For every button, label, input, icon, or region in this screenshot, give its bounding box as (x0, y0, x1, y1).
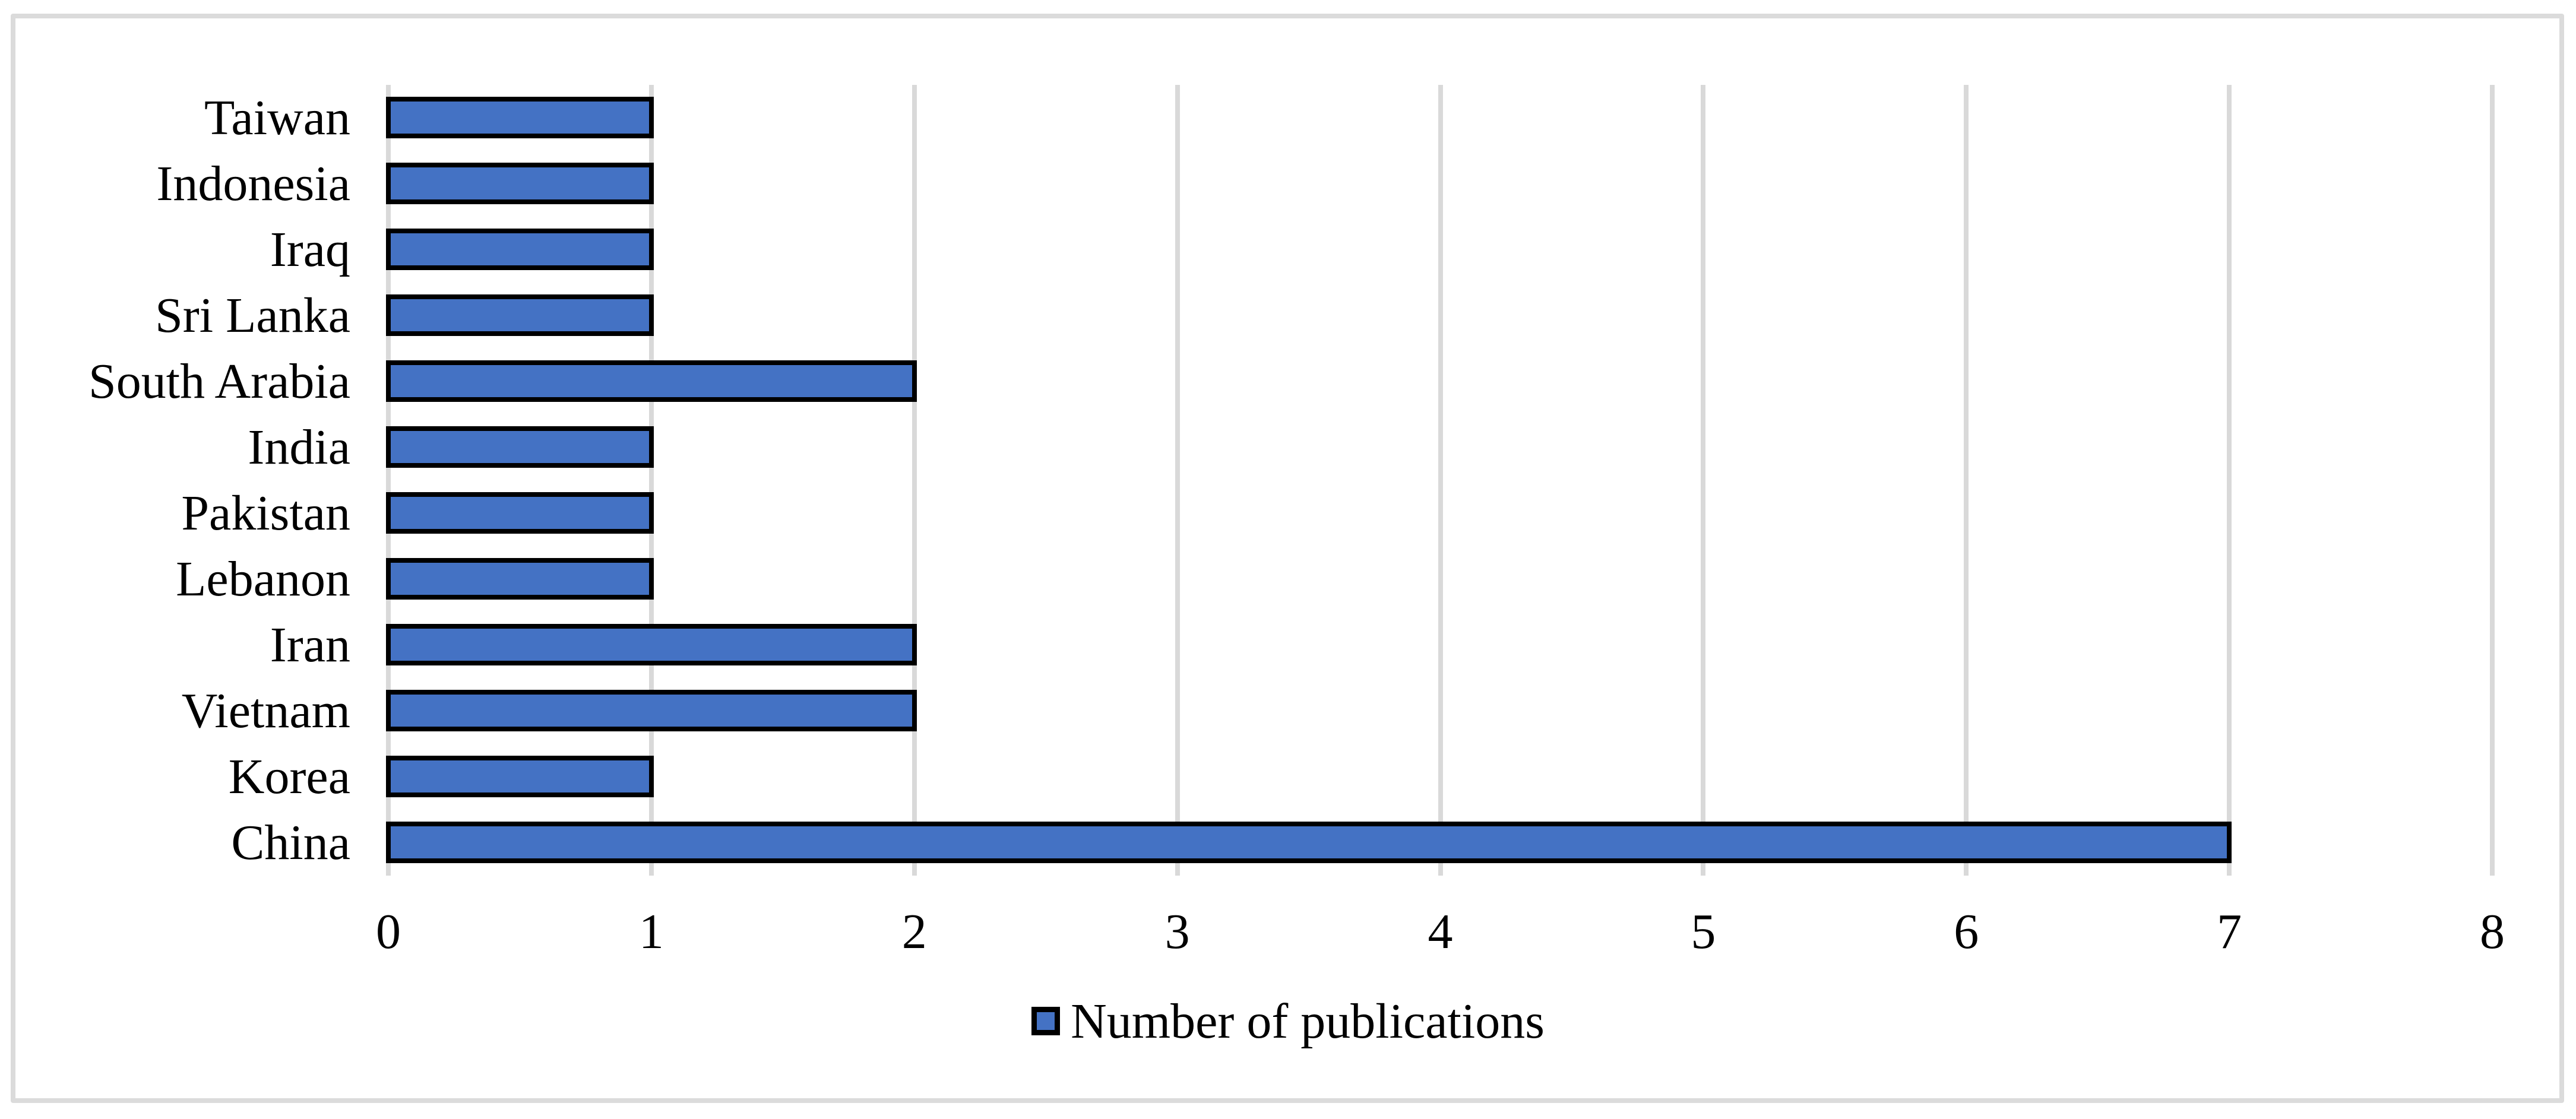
category-label: China (231, 815, 350, 870)
gridline (1964, 85, 1969, 876)
bar-iran (386, 624, 917, 665)
category-label: Pakistan (181, 486, 350, 541)
x-tick-label: 0 (376, 904, 401, 959)
legend: Number of publications (0, 990, 2576, 1052)
legend-marker-icon (1031, 1007, 1061, 1035)
bar-taiwan (386, 97, 654, 138)
category-label: Korea (228, 749, 350, 804)
category-label: India (248, 420, 350, 475)
bar-india (386, 426, 654, 468)
x-tick-label: 6 (1954, 904, 1979, 959)
category-label: Lebanon (176, 551, 350, 607)
gridline (386, 85, 391, 876)
bar-pakistan (386, 492, 654, 534)
bar-iraq (386, 229, 654, 270)
x-tick-label: 3 (1164, 904, 1190, 959)
x-tick-label: 7 (2217, 904, 2242, 959)
gridline (1175, 85, 1180, 876)
figure-frame (11, 14, 2564, 1103)
bar-vietnam (386, 690, 917, 731)
gridline (1701, 85, 1706, 876)
x-tick-label: 1 (638, 904, 664, 959)
bar-south-arabia (386, 360, 917, 402)
bar-sri-lanka (386, 294, 654, 336)
category-label: Sri Lanka (155, 288, 350, 343)
category-label: Indonesia (156, 156, 350, 211)
category-axis: Taiwan Indonesia Iraq Sri Lanka South Arabia… (0, 85, 350, 876)
bar-korea (386, 756, 654, 797)
x-tick-label: 5 (1691, 904, 1716, 959)
gridline (2227, 85, 2232, 876)
x-tick-label: 8 (2480, 904, 2505, 959)
category-label: Vietnam (181, 683, 350, 738)
category-label: Iraq (270, 222, 350, 277)
gridline (912, 85, 917, 876)
plot-area (386, 85, 2495, 876)
gridline (1438, 85, 1443, 876)
x-tick-label: 2 (901, 904, 927, 959)
gridline (2490, 85, 2495, 876)
category-label: South Arabia (88, 354, 350, 409)
category-label: Taiwan (204, 90, 350, 145)
bar-china (386, 822, 2232, 863)
x-axis: 0 1 2 3 4 5 6 7 8 (376, 902, 2505, 968)
bar-lebanon (386, 558, 654, 600)
legend-label: Number of publications (1071, 993, 1545, 1049)
x-tick-label: 4 (1428, 904, 1453, 959)
bar-indonesia (386, 163, 654, 204)
category-label: Iran (270, 617, 350, 673)
gridline (648, 85, 654, 876)
